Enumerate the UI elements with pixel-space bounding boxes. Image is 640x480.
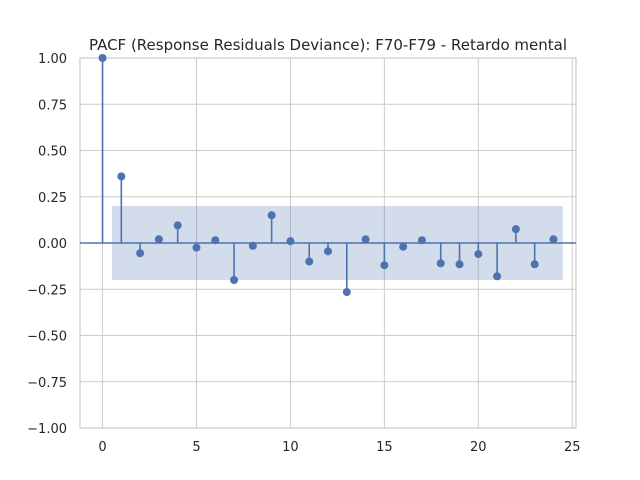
stem-marker (248, 241, 257, 250)
stem-marker (511, 225, 520, 234)
x-tick-label: 25 (564, 440, 581, 455)
stem-marker (549, 235, 558, 244)
y-tick-label: 1.00 (38, 52, 67, 67)
stem-marker (286, 237, 295, 246)
stem-marker (380, 261, 389, 270)
stem-marker (230, 276, 239, 284)
stem-marker (361, 235, 370, 244)
y-tick-label: 0.75 (38, 98, 67, 113)
stem-marker (474, 250, 483, 259)
x-tick-label: 10 (282, 440, 299, 455)
y-tick-label: −1.00 (27, 422, 67, 437)
y-tick-label: −0.25 (27, 283, 67, 298)
stem-marker (324, 247, 332, 256)
stem-marker (117, 172, 126, 181)
y-tick-label: 0.25 (38, 191, 67, 206)
stem-marker (436, 259, 445, 268)
x-tick-label: 20 (470, 440, 487, 455)
y-tick-label: 0.00 (38, 237, 67, 252)
stem-marker (399, 242, 408, 251)
stem-marker (192, 243, 201, 252)
y-tick-label: −0.75 (27, 376, 67, 391)
x-tick-label: 5 (192, 440, 200, 455)
tick-label-layer: 0 5 10 15 20 25 1.00 0.75 0.50 0.25 0.00 −0.25 −0.50… (27, 52, 580, 455)
stem-marker (136, 249, 145, 258)
x-tick-label: 15 (376, 440, 393, 455)
stem-marker (455, 260, 464, 269)
stem-marker (98, 54, 107, 62)
stem-marker (493, 272, 502, 281)
y-tick-label: −0.50 (27, 330, 67, 345)
stem-marker (173, 221, 182, 230)
stem-marker (342, 288, 351, 297)
chart-title: PACF (Response Residuals Deviance): F70-… (89, 36, 567, 54)
stem-marker (305, 257, 314, 266)
stem-layer (98, 54, 558, 297)
y-tick-label: 0.50 (38, 145, 67, 160)
stem-marker (530, 260, 539, 269)
stem-marker (417, 236, 426, 245)
x-tick-label: 0 (98, 440, 106, 455)
stem-marker (211, 236, 220, 245)
stem-marker (154, 235, 163, 244)
stem-marker (267, 211, 276, 220)
